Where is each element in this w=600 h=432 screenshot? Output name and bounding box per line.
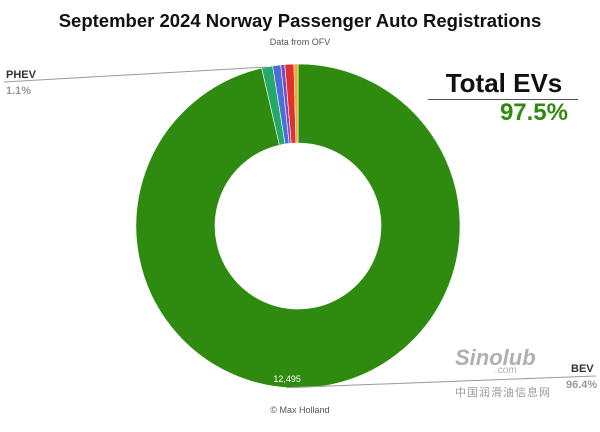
chart-title: September 2024 Norway Passenger Auto Reg… (58, 10, 542, 31)
total-evs-divider (428, 99, 578, 100)
bev-label: BEV (571, 363, 594, 375)
watermark-domain: .com (495, 365, 517, 376)
total-evs-box: Total EVs 97.5% (428, 68, 578, 126)
watermark: Sinolub .com 中国润滑油信息网 (455, 345, 600, 405)
bev-percent-label: 96.4% (566, 379, 597, 391)
watermark-logo: Sinolub (455, 345, 536, 370)
chart-subtitle: Data from OFV (269, 37, 331, 47)
watermark-text: 中国润滑油信息网 (455, 387, 551, 399)
slices-group (135, 63, 461, 389)
phev-percent-label: 1.1% (6, 85, 31, 97)
phev-leader-line (3, 66, 268, 83)
bev-leader-line (286, 375, 597, 389)
slice-bev (135, 63, 461, 389)
total-evs-value: 97.5% (499, 99, 568, 126)
total-evs-label: Total EVs (445, 68, 563, 98)
credit-text: © Max Holland (270, 405, 330, 415)
slice-other-5 (293, 63, 299, 144)
annotations-group: PHEV 1.1% BEV 96.4% 12,495 (3, 66, 597, 391)
bev-value-label: 12,495 (273, 374, 301, 384)
phev-label: PHEV (6, 69, 37, 81)
